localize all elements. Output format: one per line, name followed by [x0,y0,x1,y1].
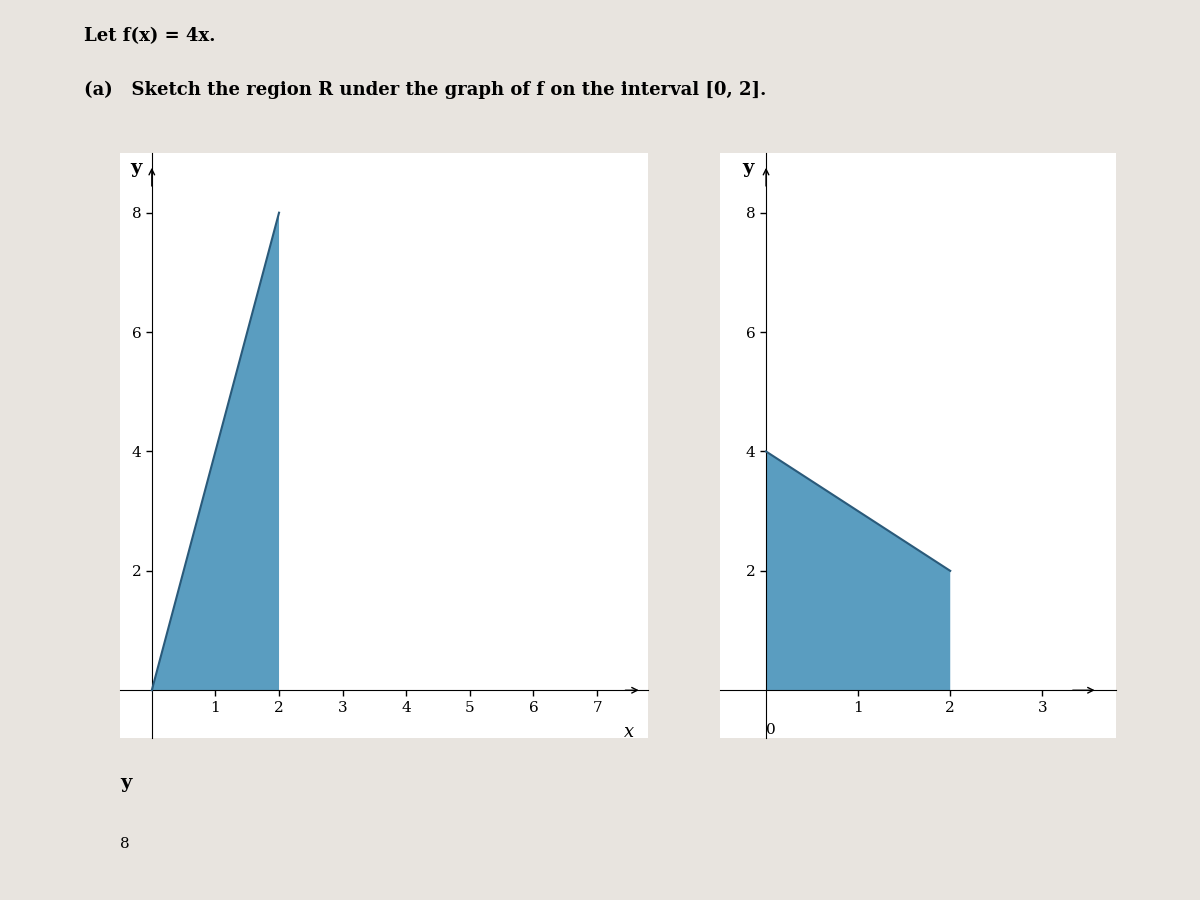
Text: 0: 0 [766,723,775,737]
Text: (a)   Sketch the region R under the graph of f on the interval [0, 2].: (a) Sketch the region R under the graph … [84,81,767,99]
Text: Let f(x) = 4x.: Let f(x) = 4x. [84,27,216,45]
Text: x: x [624,723,634,741]
Text: y: y [131,159,142,177]
Text: y: y [120,774,131,792]
Text: 8: 8 [120,837,130,851]
Polygon shape [152,212,280,690]
Text: y: y [742,159,754,177]
Polygon shape [766,452,950,690]
